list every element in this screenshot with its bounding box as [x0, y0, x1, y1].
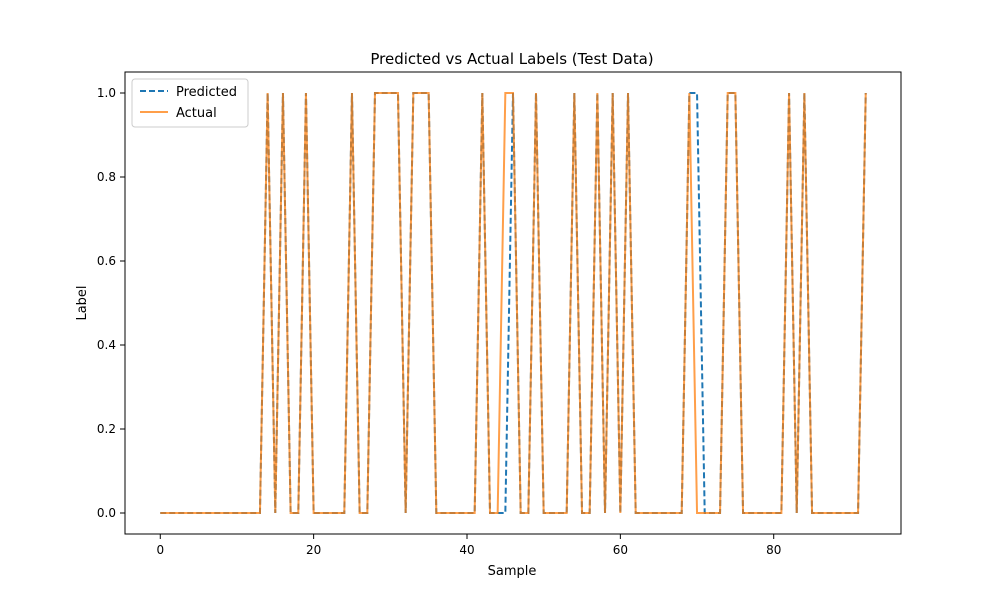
- plot-frame: [124, 71, 902, 535]
- y-tick-label: 1.0: [97, 86, 116, 100]
- x-tick-label: 80: [766, 543, 781, 557]
- legend-label-actual: Actual: [176, 106, 217, 121]
- y-tick-label: 0.6: [97, 254, 116, 268]
- x-tick-label: 60: [613, 543, 628, 557]
- series-layer: [160, 92, 867, 514]
- y-axis-label: Label: [75, 285, 90, 320]
- x-axis-ticks: 0 20 40 60 80: [156, 534, 781, 557]
- y-tick-label: 0.4: [97, 338, 116, 352]
- x-tick-label: 0: [156, 543, 164, 557]
- y-axis-ticks: 0.0 0.2 0.4 0.6 0.8 1.0: [97, 86, 125, 520]
- legend-label-predicted: Predicted: [176, 85, 237, 100]
- y-tick-label: 0.8: [97, 170, 116, 184]
- y-tick-label: 0.0: [97, 506, 116, 520]
- legend: Predicted Actual: [131, 78, 249, 128]
- series-line-actual: [160, 92, 867, 514]
- x-axis-label: Sample: [488, 564, 537, 579]
- x-tick-label: 20: [306, 543, 321, 557]
- plot-area: 0 20 40 60 80 0.0 0.2 0.4 0.6 0.8 1.0: [97, 71, 902, 557]
- y-tick-label: 0.2: [97, 422, 116, 436]
- chart-title: Predicted vs Actual Labels (Test Data): [370, 50, 653, 68]
- x-tick-label: 40: [459, 543, 474, 557]
